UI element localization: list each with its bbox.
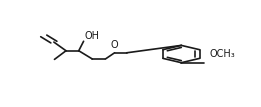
Text: OCH₃: OCH₃ xyxy=(210,49,235,59)
Text: O: O xyxy=(111,40,118,50)
Text: OH: OH xyxy=(85,31,100,41)
